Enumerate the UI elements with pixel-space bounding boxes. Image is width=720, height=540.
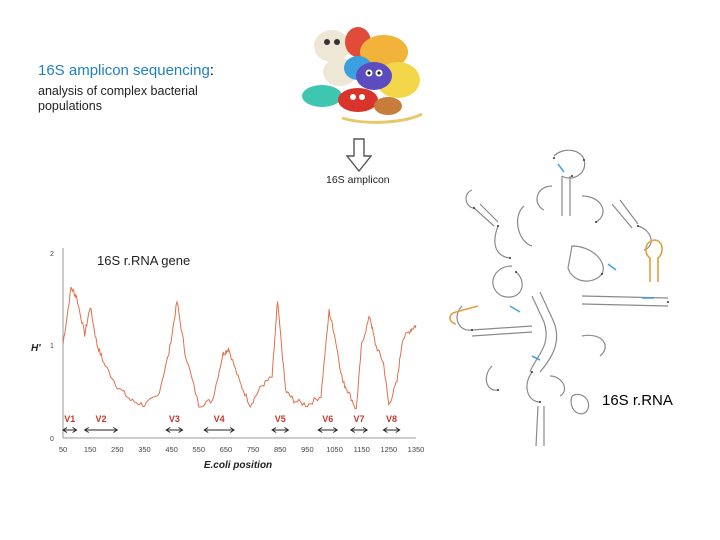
region-label-v8: V8 xyxy=(386,414,397,424)
region-label-v6: V6 xyxy=(322,414,333,424)
y-axis-label: H' xyxy=(31,343,41,354)
x-tick-label: 750 xyxy=(247,445,260,454)
entropy-chart: 2 1 0 H' 50 150 250 350 450 550 650 750 850 950 10… xyxy=(31,248,425,471)
region-label-v3: V3 xyxy=(169,414,180,424)
region-arrow-v7 xyxy=(349,427,369,433)
region-label-v5: V5 xyxy=(275,414,286,424)
hairpin-highlight-right xyxy=(645,239,663,282)
x-tick-label: 850 xyxy=(274,445,287,454)
x-tick-label: 450 xyxy=(165,445,178,454)
x-tick-label: 950 xyxy=(301,445,314,454)
x-tick-label: 350 xyxy=(138,445,151,454)
amplicon-label: 16S amplicon xyxy=(326,174,390,186)
bacteria-plush-image xyxy=(298,22,426,124)
region-arrow-v6 xyxy=(317,427,339,433)
variable-region-highlights xyxy=(509,163,654,361)
x-tick-label: 650 xyxy=(220,445,233,454)
down-arrow-icon xyxy=(346,138,372,172)
y-tick-label: 2 xyxy=(50,251,54,258)
region-arrow-v4 xyxy=(203,427,236,433)
x-tick-label: 150 xyxy=(84,445,97,454)
page-title: 16S amplicon sequencing: xyxy=(38,62,214,79)
rrna-label: 16S r.RNA xyxy=(602,392,673,409)
rrna-secondary-structure xyxy=(449,149,669,447)
region-label-v4: V4 xyxy=(214,414,225,424)
x-axis-label: E.coli position xyxy=(204,460,272,471)
x-tick-label: 1250 xyxy=(381,445,398,454)
region-arrow-v2 xyxy=(83,427,119,433)
structure-position-marks xyxy=(471,157,669,403)
x-tick-label: 1050 xyxy=(326,445,343,454)
entropy-series-line xyxy=(62,286,417,410)
region-arrow-v8 xyxy=(382,427,401,433)
region-label-v7: V7 xyxy=(353,414,364,424)
y-tick-label: 0 xyxy=(50,436,54,443)
region-arrow-v5 xyxy=(271,427,290,433)
region-arrow-v1 xyxy=(62,427,78,433)
x-tick-label: 50 xyxy=(59,445,67,454)
page-subtitle: analysis of complex bacterial population… xyxy=(38,84,198,113)
region-arrow-v3 xyxy=(165,427,184,433)
x-tick-label: 250 xyxy=(111,445,124,454)
x-tick-label: 1150 xyxy=(354,445,370,454)
region-label-v2: V2 xyxy=(96,414,107,424)
x-tick-label: 1350 xyxy=(408,445,425,454)
hairpin-highlight-left xyxy=(449,305,479,325)
x-tick-label: 550 xyxy=(193,445,206,454)
y-tick-label: 1 xyxy=(50,343,54,350)
title-suffix: : xyxy=(209,62,214,79)
region-label-v1: V1 xyxy=(64,414,75,424)
gene-label: 16S r.RNA gene xyxy=(97,253,191,268)
title-highlight: 16S amplicon sequencing xyxy=(38,62,210,79)
